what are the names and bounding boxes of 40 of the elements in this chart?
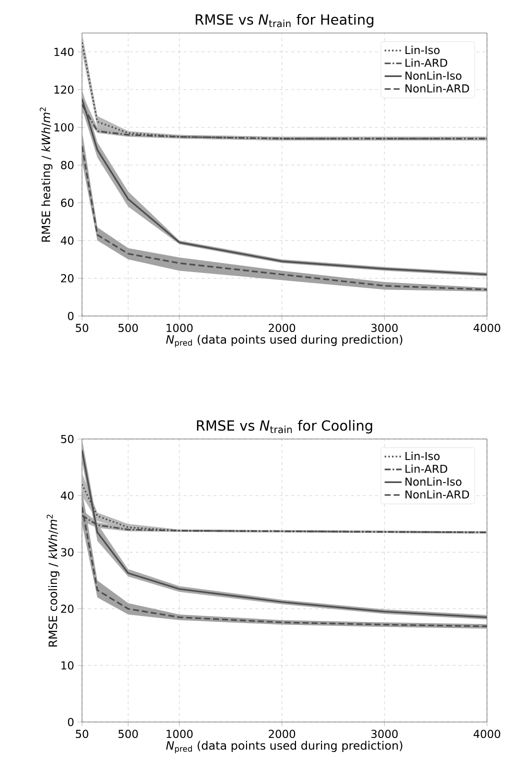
y-axis-title: RMSE heating / kWh/m$^{2}$ <box>40 108 52 242</box>
x-tick-label: 3000 <box>371 324 398 332</box>
legend-label: Lin-Iso <box>406 46 440 54</box>
y-tick-label: 20 <box>61 604 74 613</box>
x-tick-label: 50 <box>76 730 88 738</box>
legend-label: NonLin-Iso <box>406 71 462 80</box>
chart-title: RMSE vs N$_{train}$ for Cooling <box>197 420 372 434</box>
y-tick-label: 140 <box>54 48 74 56</box>
x-tick-label: 2000 <box>268 324 296 332</box>
legend-label: NonLin-ARD <box>406 490 470 499</box>
legend-label: NonLin-Iso <box>406 477 462 486</box>
y-tick-label: 10 <box>61 661 74 670</box>
y-tick-label: 80 <box>61 160 74 170</box>
y-tick-label: 120 <box>54 85 74 94</box>
y-tick-label: 40 <box>60 491 74 500</box>
x-axis-title: N$_{pred}$ (data points used during prediction) <box>166 740 402 754</box>
legend-label: Lin-ARD <box>406 464 448 473</box>
y-tick-label: 0 <box>68 312 74 320</box>
x-tick-label: 1000 <box>166 324 193 332</box>
x-axis-title: N$_{pred}$ (data points used during prediction) <box>166 334 402 348</box>
x-tick-label: 4000 <box>474 324 500 332</box>
y-axis-title: RMSE cooling / kWh/m$^{2}$ <box>46 514 60 646</box>
y-tick-label: 60 <box>61 198 74 207</box>
y-tick-label: 50 <box>61 434 74 444</box>
y-tick-label: 30 <box>61 548 74 556</box>
y-tick-label: 0 <box>68 718 74 726</box>
x-tick-label: 2000 <box>268 730 296 738</box>
legend-label: Lin-ARD <box>406 58 448 67</box>
y-tick-label: 40 <box>60 236 74 245</box>
chart-title: RMSE vs N$_{train}$ for Heating <box>196 14 374 28</box>
x-tick-label: 4000 <box>474 730 500 738</box>
x-tick-label: 500 <box>118 730 138 738</box>
x-tick-label: 500 <box>118 324 138 332</box>
x-tick-label: 1000 <box>166 730 193 738</box>
y-tick-label: 100 <box>54 123 74 132</box>
y-tick-label: 20 <box>61 274 74 282</box>
x-tick-label: 50 <box>76 324 88 332</box>
x-tick-label: 3000 <box>371 730 398 738</box>
legend-label: Lin-Iso <box>406 452 440 460</box>
legend-label: NonLin-ARD <box>406 84 470 93</box>
